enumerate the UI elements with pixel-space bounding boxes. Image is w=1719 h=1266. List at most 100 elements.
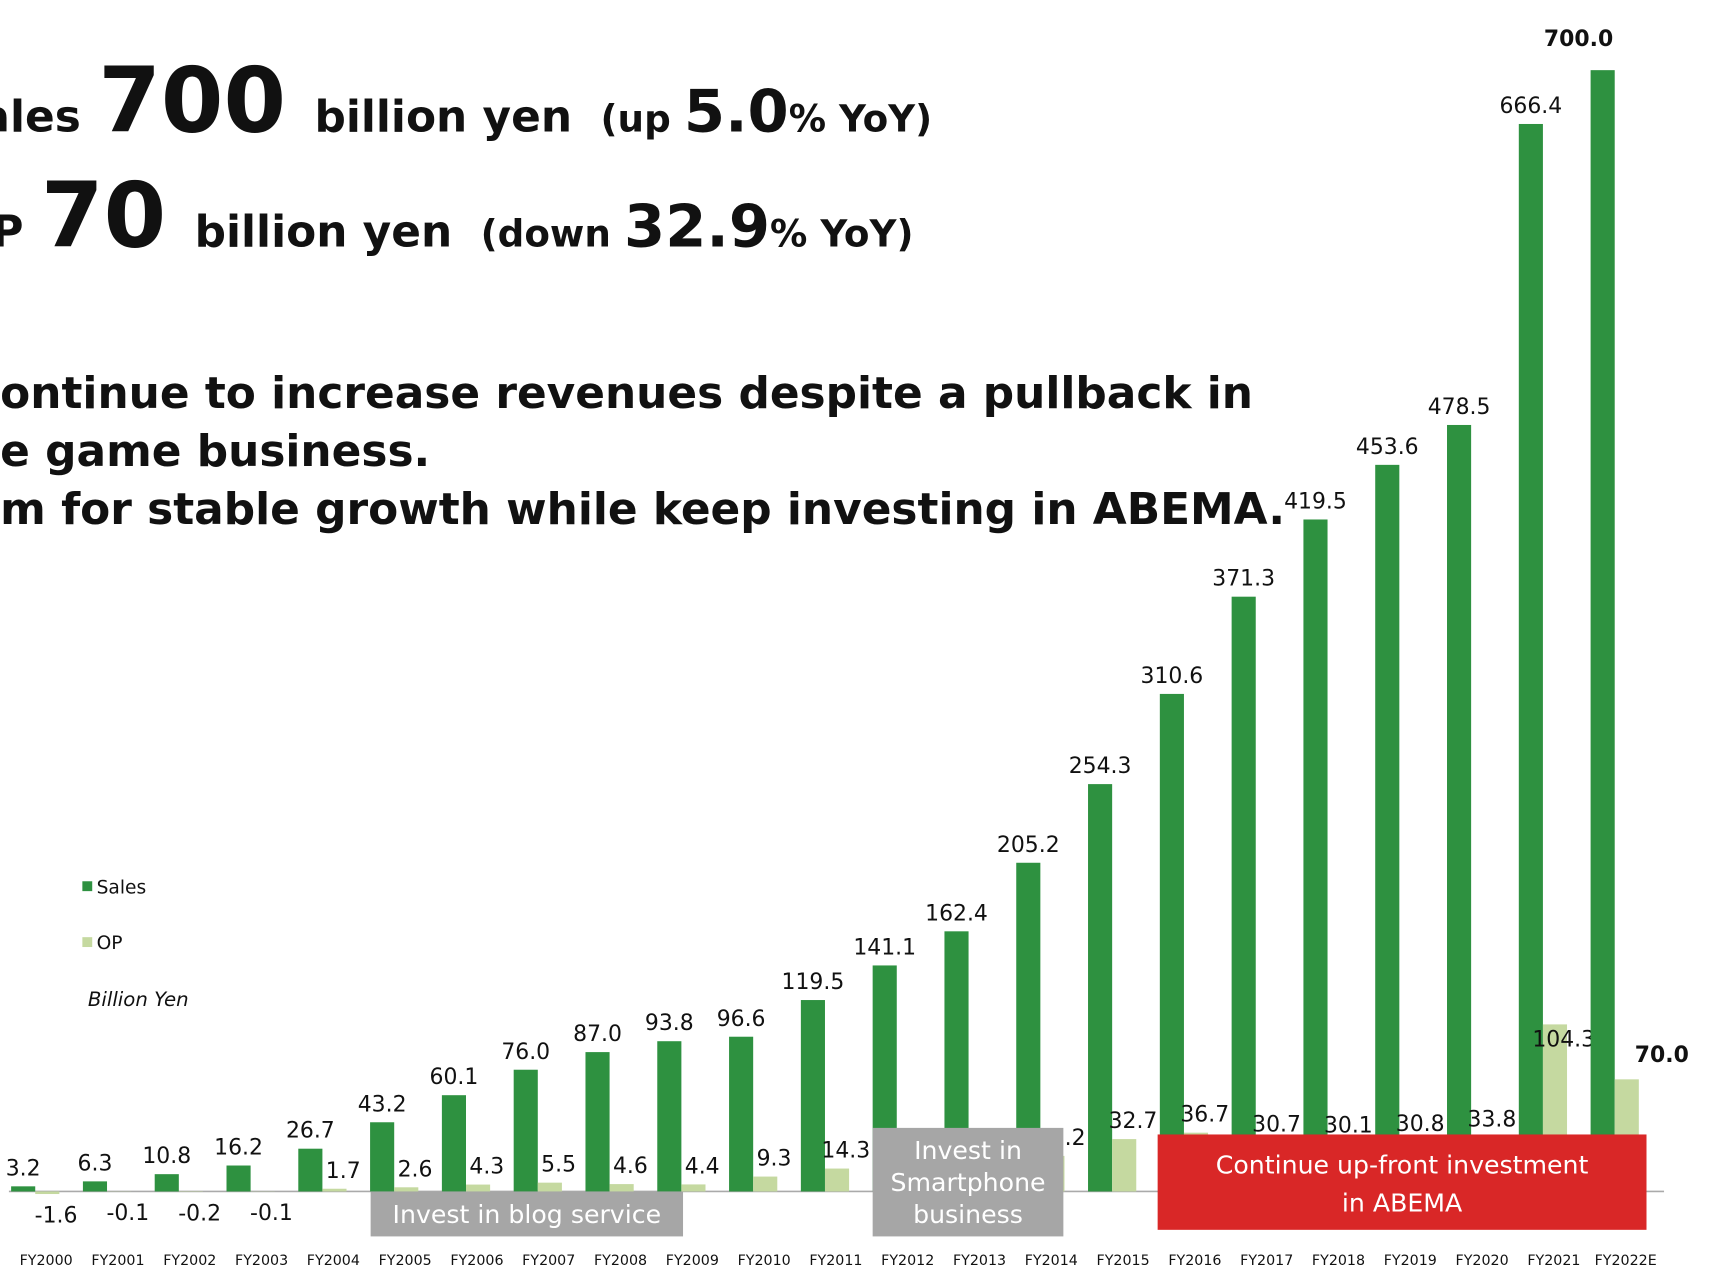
bar: [537, 1182, 562, 1192]
headline: OP 70 billion yen (down 32.9% YoY): [0, 165, 913, 269]
x-tick-label: FY2019: [1384, 1253, 1437, 1266]
value-label: 310.6: [1141, 664, 1204, 689]
bar: [729, 1036, 754, 1192]
x-tick-label: FY2022E: [1595, 1253, 1657, 1266]
value-label: 87.0: [573, 1022, 622, 1047]
x-tick-label: FY2001: [91, 1253, 144, 1266]
bar: [513, 1069, 538, 1192]
value-label: 26.7: [286, 1119, 335, 1144]
value-label: 10.8: [142, 1144, 191, 1169]
bar: [1447, 424, 1472, 1192]
bar: [753, 1176, 778, 1192]
value-label: 30.1: [1324, 1113, 1373, 1138]
headline-label: ales: [0, 92, 81, 143]
bar: [681, 1184, 706, 1192]
value-label: 205.2: [997, 833, 1060, 858]
value-label: 93.8: [645, 1011, 694, 1036]
value-label: 76.0: [501, 1040, 550, 1065]
x-tick-label: FY2000: [20, 1253, 73, 1266]
bar: [298, 1148, 323, 1192]
value-label: 4.3: [469, 1155, 504, 1180]
headline: ales 700 billion yen (up 5.0% YoY): [0, 50, 932, 154]
bar: [1231, 596, 1256, 1192]
annotation-box: [872, 1127, 1064, 1237]
x-tick-label: FY2016: [1168, 1253, 1221, 1266]
annotation-text: business: [913, 1200, 1023, 1229]
x-tick-label: FY2012: [881, 1253, 934, 1266]
value-label: 666.4: [1500, 94, 1563, 119]
value-label: 162.4: [925, 901, 988, 926]
unit-label: Billion Yen: [88, 988, 189, 1011]
bar: [11, 1186, 36, 1192]
legend-label: OP: [97, 933, 123, 954]
value-label: 4.6: [613, 1154, 648, 1179]
bar: [441, 1095, 466, 1192]
value-label: 70.0: [1635, 1043, 1689, 1068]
legend-swatch: [82, 881, 93, 892]
value-label: 3.2: [6, 1156, 41, 1181]
bar: [1590, 70, 1615, 1192]
x-tick-label: FY2021: [1527, 1253, 1580, 1266]
bar: [1088, 784, 1113, 1192]
annotation-box: [1157, 1134, 1647, 1230]
value-label: 254.3: [1069, 754, 1132, 779]
body-line: ontinue to increase revenues despite a p…: [0, 368, 1253, 419]
headline-open: (up: [601, 97, 671, 141]
value-label: 43.2: [358, 1092, 407, 1117]
body-line: e game business.: [0, 426, 430, 477]
x-tick-label: FY2008: [594, 1253, 647, 1266]
annotation-text: Smartphone: [890, 1168, 1045, 1197]
bar: [322, 1188, 347, 1192]
bar: [824, 1168, 850, 1192]
headline-open: (down: [481, 212, 611, 256]
value-label: 16.2: [214, 1136, 263, 1161]
bar: [1112, 1139, 1137, 1192]
x-tick-label: FY2006: [450, 1253, 503, 1266]
value-label: 32.7: [1109, 1109, 1158, 1134]
value-label: 1.7: [326, 1159, 361, 1184]
value-label: 36.7: [1180, 1103, 1229, 1128]
headline-unit: billion yen: [195, 207, 453, 258]
annotation-box: [370, 1191, 684, 1237]
x-tick-label: FY2013: [953, 1253, 1006, 1266]
value-label: -0.1: [106, 1201, 149, 1226]
x-tick-label: FY2014: [1025, 1253, 1078, 1266]
bar: [370, 1122, 395, 1192]
value-label: 141.1: [853, 935, 916, 960]
bar: [657, 1041, 682, 1192]
legend-label: Sales: [97, 877, 147, 898]
x-tick-label: FY2002: [163, 1253, 216, 1266]
bar: [1518, 123, 1543, 1192]
value-label: 453.6: [1356, 435, 1419, 460]
bar: [1303, 519, 1328, 1192]
x-tick-label: FY2005: [379, 1253, 432, 1266]
value-label: 119.5: [782, 970, 845, 995]
value-label: 6.3: [78, 1151, 113, 1176]
value-label: 14.3: [821, 1139, 870, 1164]
value-label: 60.1: [430, 1065, 479, 1090]
value-label: 33.8: [1468, 1107, 1517, 1132]
headline-close: % YoY): [770, 212, 913, 256]
x-tick-label: FY2020: [1456, 1253, 1509, 1266]
value-label: -0.1: [250, 1201, 293, 1226]
headline-pct: 32.9: [624, 192, 770, 261]
x-tick-label: FY2010: [738, 1253, 791, 1266]
annotation-text: Continue up-front investment: [1216, 1150, 1589, 1179]
x-tick-label: FY2007: [522, 1253, 575, 1266]
bar: [394, 1187, 419, 1192]
value-label: 419.5: [1284, 490, 1347, 515]
bar: [585, 1052, 610, 1192]
value-label: 4.4: [685, 1154, 720, 1179]
value-label: 96.6: [717, 1007, 766, 1032]
value-label: 371.3: [1212, 567, 1275, 592]
x-tick-label: FY2004: [307, 1253, 360, 1266]
x-tick-label: FY2015: [1097, 1253, 1150, 1266]
value-label: 478.5: [1428, 395, 1491, 420]
bar: [609, 1184, 634, 1192]
value-label: 9.3: [757, 1147, 792, 1172]
body-line: m for stable growth while keep investing…: [0, 484, 1285, 535]
annotation-text: in ABEMA: [1342, 1189, 1463, 1218]
bar: [226, 1165, 251, 1192]
bar: [800, 1000, 825, 1192]
